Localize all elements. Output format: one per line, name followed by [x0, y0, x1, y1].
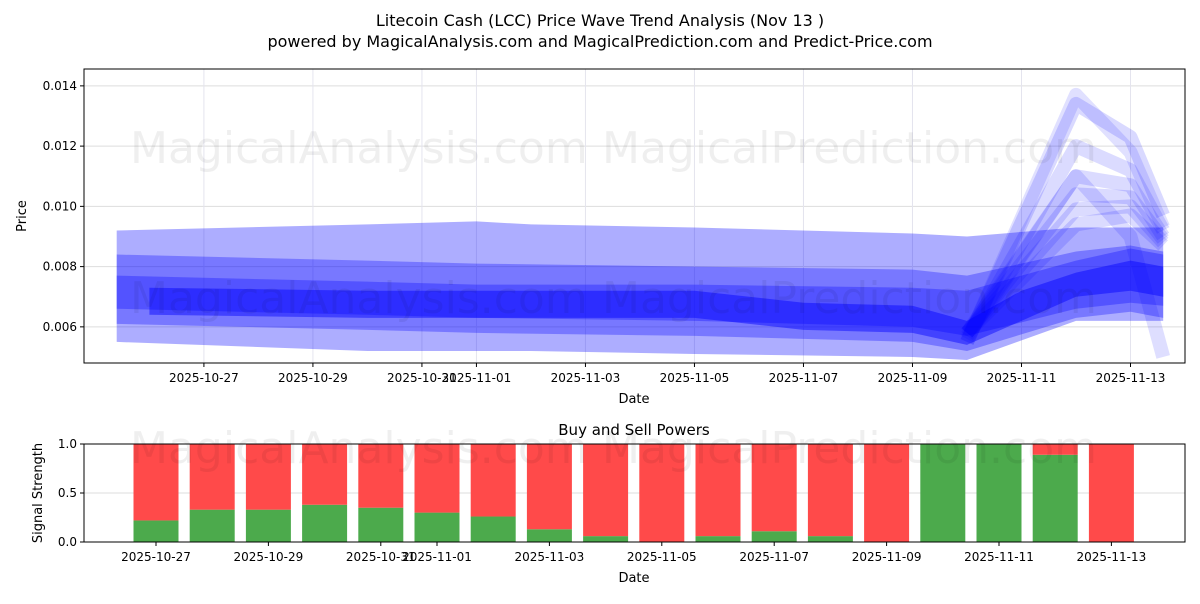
- sell-bar: [470, 444, 516, 517]
- ytick-label: 1.0: [58, 437, 77, 451]
- sell-bar: [302, 444, 348, 505]
- ytick-label: 0.5: [58, 486, 77, 500]
- xtick-label: 2025-11-13: [1096, 371, 1166, 385]
- xtick-label: 2025-11-07: [739, 550, 809, 564]
- signal-chart-title: Buy and Sell Powers: [558, 421, 710, 439]
- xtick-label: 2025-11-03: [551, 371, 621, 385]
- sell-bar: [189, 444, 235, 510]
- wave-line: [961, 169, 1170, 340]
- ytick-label: 0.012: [43, 139, 77, 153]
- sell-bar: [639, 444, 685, 542]
- wave-line: [960, 96, 1170, 345]
- wave-line: [961, 187, 1169, 338]
- wave-line: [960, 139, 1170, 343]
- wave-line: [961, 169, 1170, 359]
- xtick-label: 2025-11-03: [515, 550, 585, 564]
- xtick-label: 2025-11-05: [627, 550, 697, 564]
- sell-bar: [751, 444, 797, 532]
- xtick-label: 2025-10-27: [121, 550, 191, 564]
- price-chart: 0.006 0.008 0.010 0.012 0.014 2025-10-27 2025-…: [43, 68, 1186, 385]
- ytick-label: 0.0: [58, 535, 77, 549]
- sell-bar: [358, 444, 404, 508]
- sell-bar: [133, 444, 179, 521]
- wave-band: [116, 248, 1164, 336]
- xtick-label: 2025-11-11: [964, 550, 1034, 564]
- buy-bar: [751, 531, 797, 542]
- ytick-label: 0.008: [43, 260, 77, 274]
- sell-bar: [1032, 444, 1078, 455]
- buy-bar: [1032, 454, 1078, 542]
- sell-bar: [807, 444, 853, 537]
- ytick-label: 0.006: [43, 320, 77, 334]
- wave-line: [961, 199, 1169, 338]
- chart-subtitle: powered by MagicalAnalysis.com and Magic…: [267, 32, 932, 51]
- buy-bar: [302, 504, 348, 542]
- xtick-label: 2025-11-05: [660, 371, 730, 385]
- signal-x-label: Date: [618, 571, 649, 586]
- sell-bar: [526, 444, 572, 530]
- wave-line: [962, 208, 1168, 338]
- sell-bar: [414, 444, 460, 513]
- signal-y-label: Signal Strength: [31, 443, 46, 543]
- xtick-label: 2025-11-13: [1077, 550, 1147, 564]
- watermark-analysis: MagicalAnalysis.com: [130, 123, 588, 174]
- wave-line: [960, 87, 1170, 345]
- plot-area: [116, 87, 1170, 360]
- buy-bar: [976, 444, 1022, 542]
- xtick-label: 2025-10-29: [278, 371, 348, 385]
- axes-frame: [83, 443, 1186, 543]
- buy-bar: [920, 444, 966, 542]
- xtick-label: 2025-10-31: [387, 371, 457, 385]
- axes-frame: [83, 68, 1186, 364]
- sell-bar: [1088, 444, 1134, 542]
- watermark-prediction-3: MagicalPrediction.com: [602, 423, 1097, 474]
- xtick-label: 2025-11-09: [878, 371, 948, 385]
- buy-bar: [695, 536, 741, 542]
- sell-bar: [583, 444, 629, 537]
- ytick-label: 0.010: [43, 199, 77, 213]
- xtick-label: 2025-11-11: [987, 371, 1057, 385]
- watermark-analysis-3: MagicalAnalysis.com: [130, 423, 588, 474]
- watermark-prediction-2: MagicalPrediction.com: [602, 273, 1097, 324]
- sell-bar: [864, 444, 910, 542]
- buy-bar: [526, 529, 572, 542]
- chart-title: Litecoin Cash (LCC) Price Wave Trend Ana…: [376, 11, 824, 30]
- xtick-label: 2025-11-01: [442, 371, 512, 385]
- buy-bar: [133, 520, 179, 542]
- price-x-label: Date: [618, 392, 649, 407]
- buy-bar: [414, 512, 460, 542]
- buy-bar: [807, 536, 853, 542]
- sell-bar: [695, 444, 741, 537]
- wave-band: [116, 245, 1164, 351]
- watermark-prediction: MagicalPrediction.com: [602, 123, 1097, 174]
- xtick-label: 2025-11-07: [769, 371, 839, 385]
- xtick-label: 2025-10-27: [169, 371, 239, 385]
- xtick-label: 2025-10-29: [234, 550, 304, 564]
- buy-bar: [470, 516, 516, 542]
- wave-band: [116, 221, 1164, 360]
- price-y-label: Price: [15, 200, 30, 232]
- buy-bar: [583, 536, 629, 542]
- sell-bar: [245, 444, 291, 510]
- xtick-label: 2025-11-01: [402, 550, 472, 564]
- xtick-label: 2025-11-09: [852, 550, 922, 564]
- buy-bar: [245, 509, 291, 542]
- buy-bar: [189, 509, 235, 542]
- watermark-analysis-2: MagicalAnalysis.com: [130, 273, 588, 324]
- xtick-label: 2025-10-31: [346, 550, 416, 564]
- wave-band: [149, 260, 1164, 345]
- buy-bar: [358, 507, 404, 542]
- ytick-label: 0.014: [43, 79, 77, 93]
